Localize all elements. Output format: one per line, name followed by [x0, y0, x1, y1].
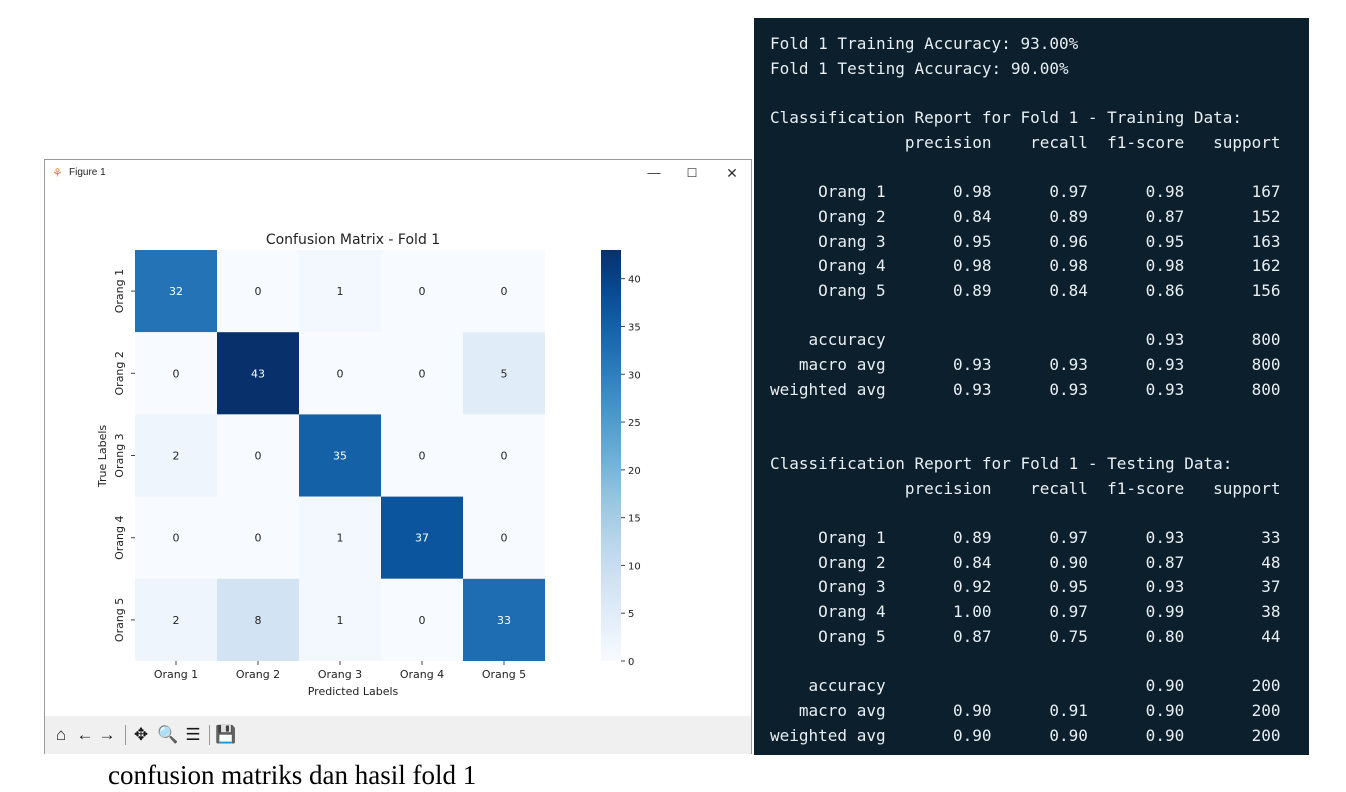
colorbar-tick-label: 0	[628, 657, 634, 668]
colorbar-tick-label: 15	[628, 514, 641, 525]
heatmap-cell	[299, 414, 381, 497]
heatmap-cell	[381, 250, 463, 333]
y-axis-label: True Labels	[96, 425, 109, 489]
heatmap-cell	[463, 578, 545, 661]
cell-value-label: 2	[173, 450, 180, 463]
minimize-button[interactable]: —	[647, 165, 661, 180]
x-axis-label: Predicted Labels	[308, 685, 399, 698]
cell-value-label: 0	[419, 614, 426, 627]
x-tick-label: Orang 1	[154, 668, 198, 681]
colorbar-tick-label: 40	[628, 275, 641, 286]
heatmap-cell	[381, 414, 463, 497]
classification-report-text: Fold 1 Training Accuracy: 93.00% Fold 1 …	[770, 34, 1281, 745]
cell-value-label: 1	[337, 285, 344, 298]
cell-value-label: 8	[255, 614, 262, 627]
cell-value-label: 35	[333, 450, 347, 463]
toolbar-separator	[209, 725, 210, 745]
cell-value-label: 43	[251, 367, 265, 380]
heatmap-cell	[463, 250, 545, 333]
colorbar-tick-label: 20	[628, 466, 641, 477]
figure-window: ⚘ Figure 1 — ☐ ✕ Confusion Matrix - Fold…	[44, 159, 752, 754]
back-icon[interactable]: ←	[76, 725, 94, 744]
heatmap-cell	[135, 332, 217, 415]
heatmap-cell	[299, 250, 381, 333]
close-button[interactable]: ✕	[726, 165, 738, 181]
colorbar-tick-label: 10	[628, 561, 641, 572]
colorbar: 0 5 10 15 20 25 30 35 40	[601, 250, 641, 668]
heatmap-cell	[381, 578, 463, 661]
cell-value-label: 5	[501, 367, 508, 380]
cell-value-label: 0	[419, 367, 426, 380]
cell-value-label: 0	[173, 367, 180, 380]
colorbar-tick-label: 30	[628, 370, 641, 381]
heatmap-cell	[381, 332, 463, 415]
forward-icon[interactable]: →	[98, 725, 116, 744]
cell-value-label: 0	[419, 450, 426, 463]
title-bar[interactable]: ⚘ Figure 1 — ☐ ✕	[45, 160, 751, 188]
y-tick-label: Orang 3	[113, 433, 126, 477]
colorbar-tick-label: 25	[628, 418, 641, 429]
figure-toolbar: ⌂ ← → ✥ 🔍 ☰ 💾	[45, 716, 751, 754]
terminal-output: Fold 1 Training Accuracy: 93.00% Fold 1 …	[754, 18, 1309, 755]
cell-value-label: 0	[501, 532, 508, 545]
heatmap-cell	[135, 496, 217, 579]
cell-value-label: 0	[255, 532, 262, 545]
cell-value-label: 1	[337, 532, 344, 545]
matplotlib-figure-icon: ⚘	[52, 166, 63, 180]
heatmap-cell	[217, 578, 299, 661]
x-tick-label: Orang 3	[318, 668, 362, 681]
toolbar-separator	[125, 725, 126, 745]
cell-value-label: 0	[337, 367, 344, 380]
heatmap-cell	[217, 496, 299, 579]
window-title: Figure 1	[69, 167, 106, 178]
y-tick-label: Orang 4	[113, 516, 126, 560]
home-icon[interactable]: ⌂	[55, 725, 67, 744]
cell-value-label: 0	[255, 450, 262, 463]
maximize-button[interactable]: ☐	[686, 166, 698, 180]
cell-value-label: 32	[169, 285, 183, 298]
heatmap-cell	[135, 578, 217, 661]
colorbar-tick-label: 5	[628, 609, 634, 620]
heatmap-cell	[299, 332, 381, 415]
cell-value-label: 33	[497, 614, 511, 627]
colorbar-tick-label: 35	[628, 322, 641, 333]
colorbar-gradient	[601, 250, 621, 661]
heatmap-cell	[217, 250, 299, 333]
cell-value-label: 1	[337, 614, 344, 627]
heatmap-cell	[463, 496, 545, 579]
heatmap-cell	[135, 250, 217, 333]
cell-value-label: 0	[501, 285, 508, 298]
x-tick-label: Orang 4	[400, 668, 444, 681]
heatmap-cell	[217, 332, 299, 415]
y-tick-label: Orang 5	[113, 598, 126, 642]
figure-canvas: Confusion Matrix - Fold 1 32 0 1 0 00 43 0 0 52 0…	[96, 232, 641, 698]
cell-value-label: 0	[255, 285, 262, 298]
pan-icon[interactable]: ✥	[133, 725, 149, 744]
y-tick-label: Orang 2	[113, 351, 126, 395]
heatmap-cell	[135, 414, 217, 497]
configure-subplots-icon[interactable]: ☰	[185, 725, 201, 744]
caption: confusion matriks dan hasil fold 1	[108, 760, 477, 790]
cell-value-label: 0	[419, 285, 426, 298]
zoom-icon[interactable]: 🔍	[157, 725, 179, 744]
heatmap-cell	[381, 496, 463, 579]
x-tick-label: Orang 2	[236, 668, 280, 681]
cell-value-label: 2	[173, 614, 180, 627]
y-tick-label: Orang 1	[113, 269, 126, 313]
heatmap-cell	[299, 578, 381, 661]
chart-title: Confusion Matrix - Fold 1	[266, 232, 440, 248]
heatmap-cell	[217, 414, 299, 497]
cell-value-label: 0	[173, 532, 180, 545]
cell-value-label: 37	[415, 532, 429, 545]
x-tick-label: Orang 5	[482, 668, 526, 681]
heatmap-cell	[463, 332, 545, 415]
save-icon[interactable]: 💾	[215, 725, 237, 744]
heatmap-cell	[463, 414, 545, 497]
cell-value-label: 0	[501, 450, 508, 463]
heatmap-cell	[299, 496, 381, 579]
